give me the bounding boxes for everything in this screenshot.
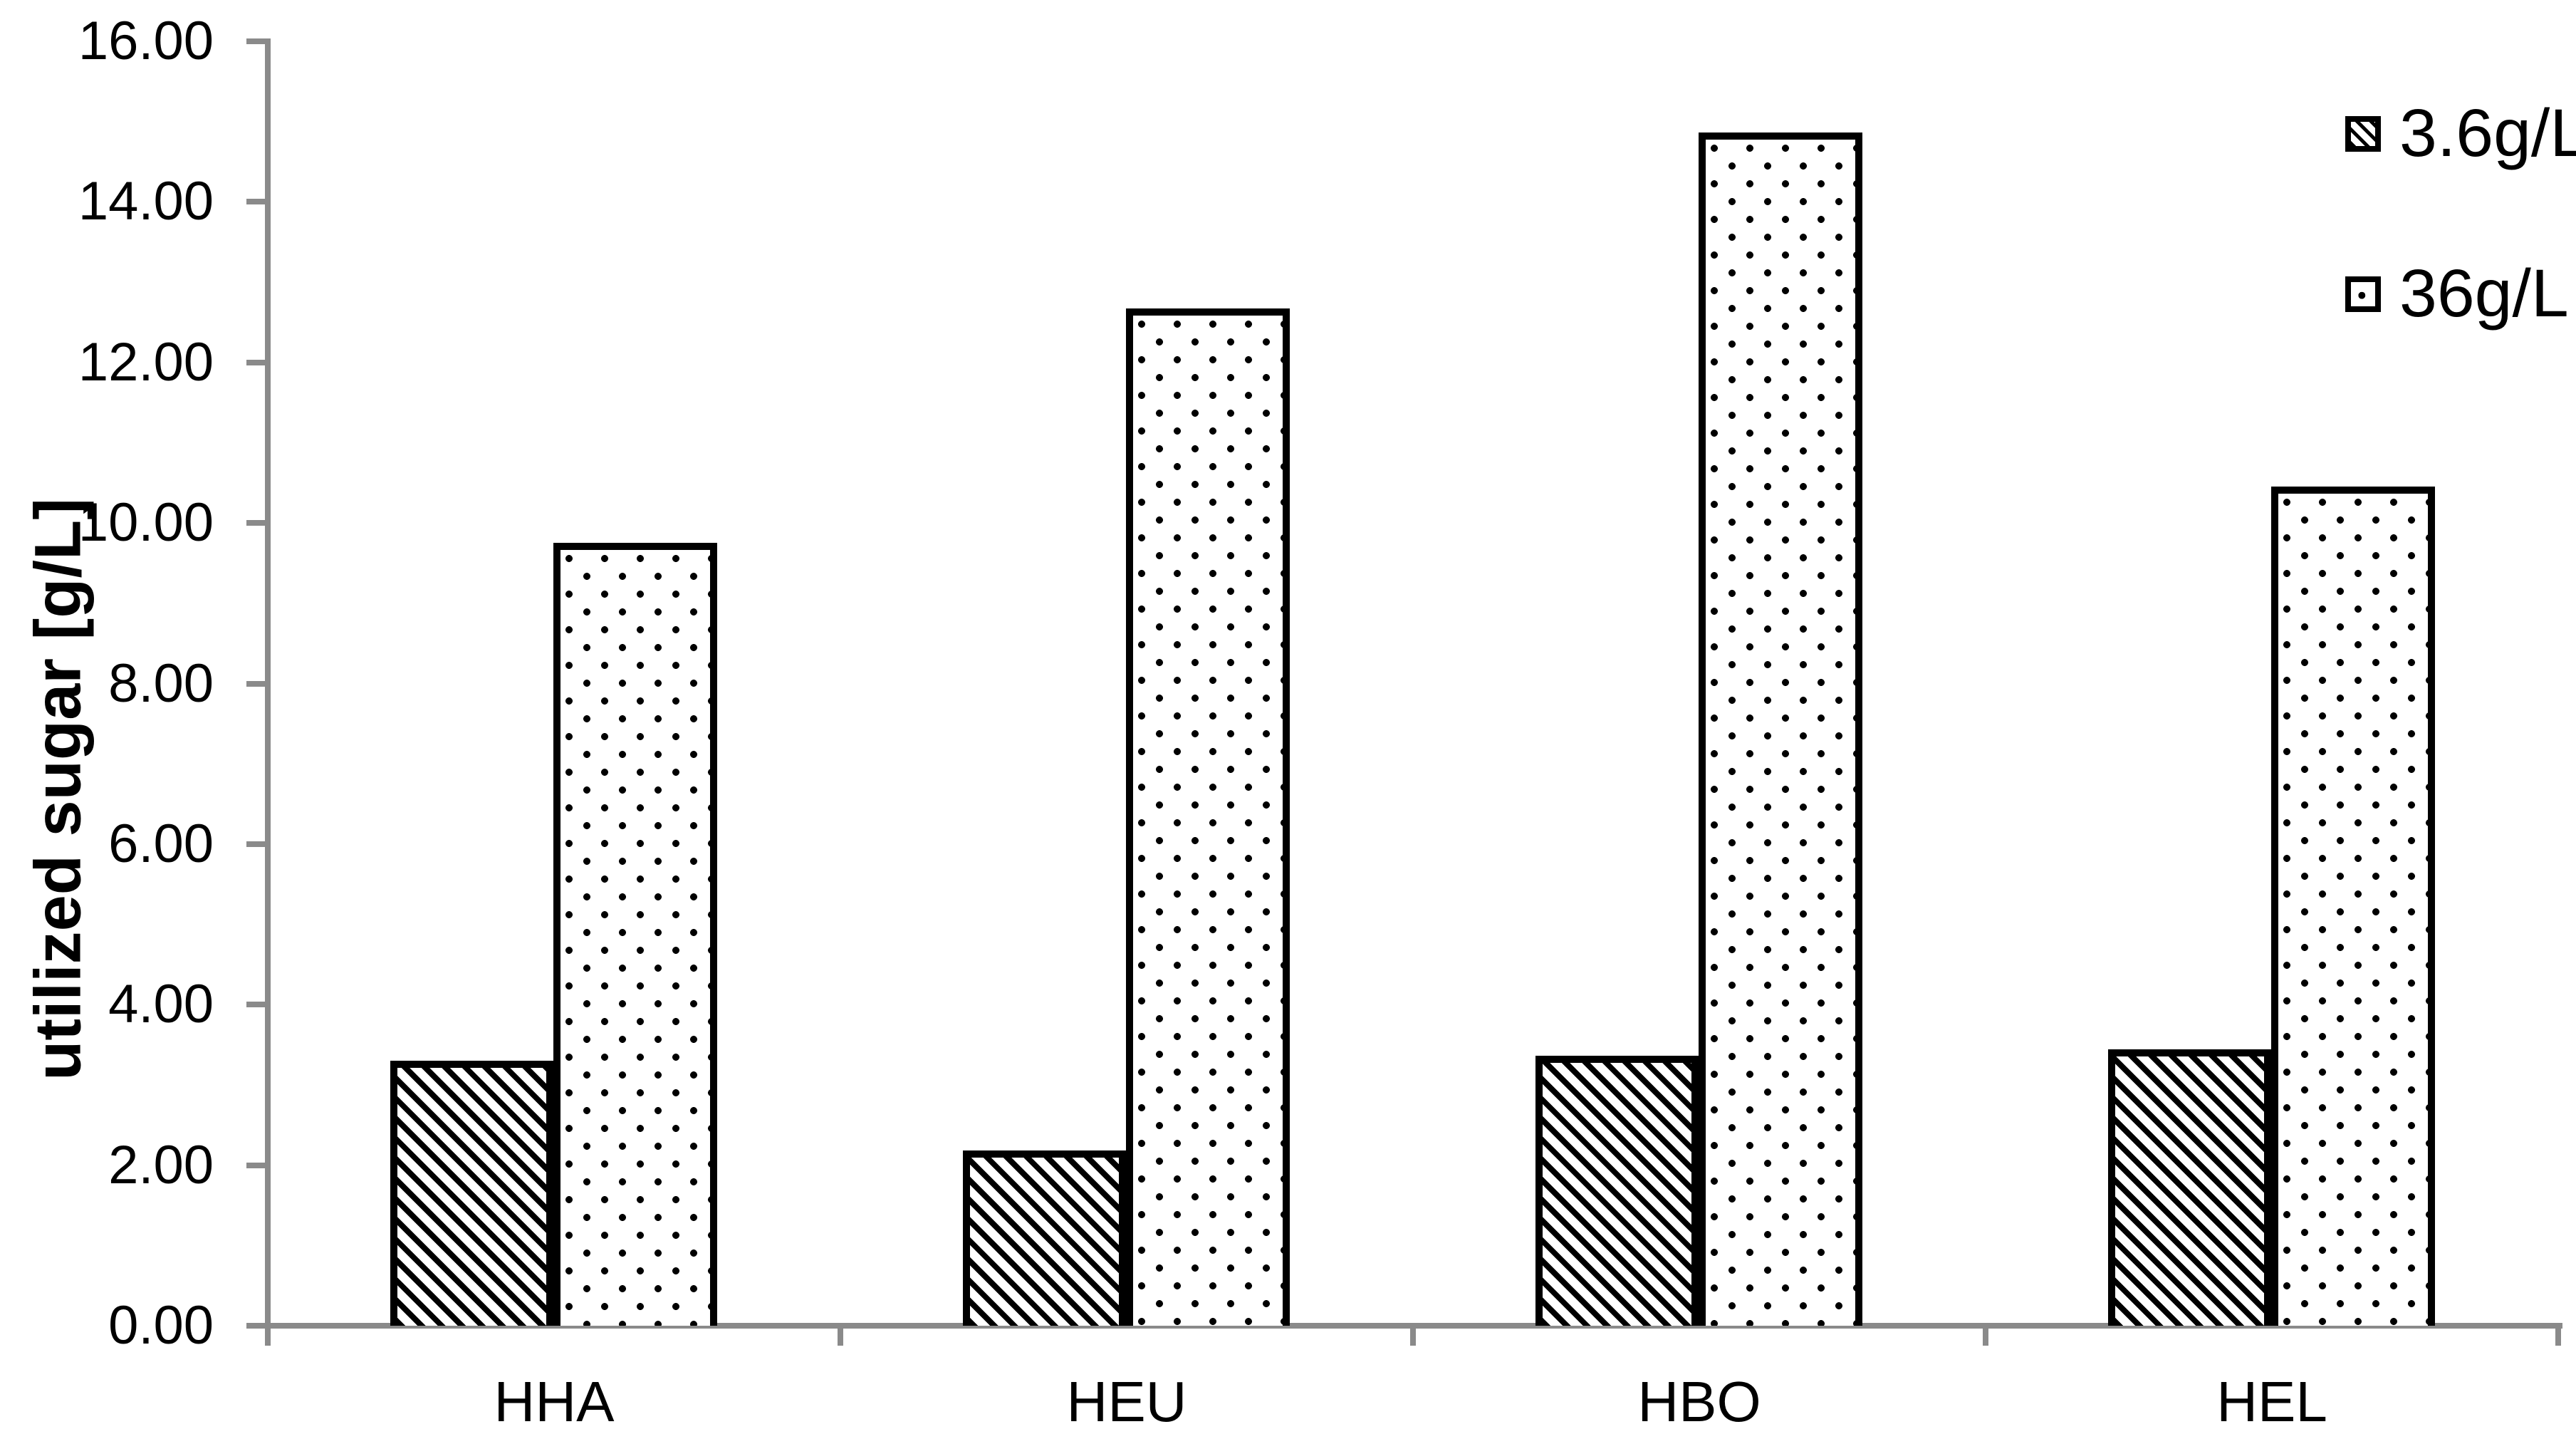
bar-HEL-36g/L [2271, 487, 2435, 1326]
y-axis-tick [246, 199, 268, 205]
x-axis-category-label: HEU [1066, 1370, 1187, 1433]
x-axis-category-label: HBO [1637, 1370, 1761, 1433]
y-axis-tick-label: 2.00 [108, 1134, 214, 1195]
y-axis-tick [246, 1002, 268, 1008]
x-axis-tick [1983, 1326, 1988, 1346]
y-axis-tick-label: 12.00 [78, 331, 214, 393]
y-axis-line [265, 38, 271, 1345]
y-axis-tick [246, 1162, 268, 1168]
bar-HBO-3.6g/L [1535, 1056, 1699, 1326]
bar-HEU-3.6g/L [963, 1150, 1126, 1326]
y-axis-tick-label: 4.00 [108, 974, 214, 1035]
y-axis-tick [246, 1323, 268, 1329]
y-axis-tick-label: 0.00 [108, 1295, 214, 1356]
bar-HHA-36g/L [553, 543, 717, 1326]
legend-item-series-2: 36g/L [2345, 255, 2569, 333]
y-axis-tick [246, 38, 268, 44]
legend-label-series-1: 3.6g/L [2399, 95, 2576, 171]
x-axis-tick [2555, 1326, 2561, 1346]
x-axis-category-label: HEL [2216, 1370, 2327, 1433]
y-axis-tick-label: 14.00 [78, 171, 214, 232]
legend-item-series-1: 3.6g/L [2345, 95, 2576, 172]
bar-HEL-3.6g/L [2108, 1049, 2271, 1326]
legend-label-series-2: 36g/L [2399, 256, 2569, 331]
y-axis-tick-label: 16.00 [78, 11, 214, 71]
y-axis-tick [246, 841, 268, 847]
bar-HBO-36g/L [1699, 133, 1862, 1326]
legend-swatch-hatch-icon [2345, 115, 2381, 152]
y-axis-tick-label: 10.00 [78, 492, 214, 554]
y-axis-tick [246, 680, 268, 687]
x-axis-tick [838, 1326, 843, 1346]
bar-HEU-36g/L [1126, 308, 1290, 1326]
legend-swatch-dots-icon [2345, 276, 2381, 312]
bar-HHA-3.6g/L [390, 1061, 553, 1326]
y-axis-tick [246, 520, 268, 526]
y-axis-tick-label: 8.00 [108, 653, 214, 714]
x-axis-category-label: HHA [494, 1370, 615, 1433]
y-axis-tick-label: 6.00 [108, 813, 214, 874]
x-axis-tick [1410, 1326, 1416, 1346]
x-axis-tick [265, 1326, 271, 1346]
y-axis-tick [246, 359, 268, 365]
